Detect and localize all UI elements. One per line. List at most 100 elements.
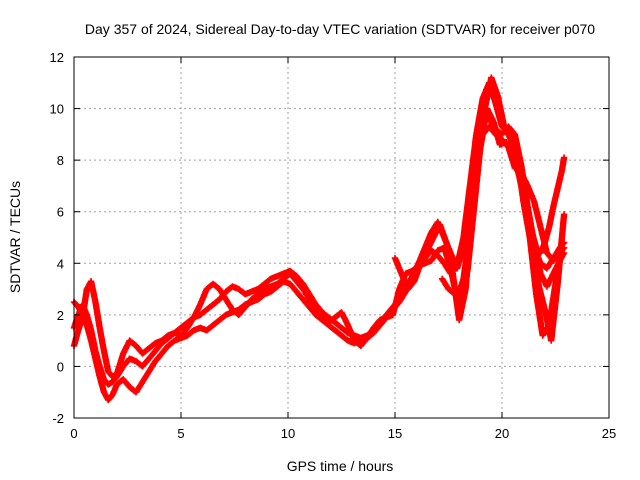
data-point [147, 357, 151, 360]
data-point [224, 290, 228, 293]
data-point [269, 285, 273, 288]
data-point [134, 391, 138, 394]
series-markers [70, 123, 568, 380]
data-point [147, 347, 151, 350]
data-point [231, 285, 234, 288]
data-point [391, 313, 395, 317]
series-5 [511, 154, 568, 257]
data-point [410, 269, 414, 273]
data-point [547, 225, 551, 229]
data-point [98, 365, 101, 368]
data-point [115, 372, 119, 376]
data-point [378, 318, 382, 322]
data-point [102, 391, 106, 394]
data-point [511, 153, 514, 157]
data-point [107, 383, 110, 386]
data-point [85, 313, 89, 317]
data-point [224, 298, 228, 301]
data-point [552, 205, 555, 208]
data-point [443, 262, 446, 265]
data-point [556, 282, 559, 286]
data-point [413, 280, 416, 283]
data-point [288, 282, 292, 286]
data-point [205, 308, 208, 311]
data-point [314, 308, 318, 311]
data-point [485, 107, 489, 110]
data-point [447, 287, 450, 291]
data-point [466, 267, 469, 270]
data-point [154, 360, 157, 363]
data-point [398, 287, 401, 291]
y-tick-label: 10 [50, 102, 64, 117]
chart-title: Day 357 of 2024, Sidereal Day-to-day VTE… [85, 21, 595, 37]
data-point [186, 326, 189, 329]
data-point [333, 321, 337, 324]
data-point [111, 393, 114, 396]
data-point [295, 280, 298, 283]
data-point [122, 378, 125, 381]
data-point [522, 195, 525, 198]
data-point [192, 316, 196, 319]
data-point [211, 282, 215, 286]
x-tick-label: 25 [602, 426, 616, 441]
data-point [250, 290, 253, 293]
data-point [545, 251, 549, 255]
data-point [472, 205, 476, 208]
data-point [263, 293, 266, 296]
data-point [530, 231, 534, 234]
data-point [545, 285, 549, 288]
data-point [327, 321, 330, 324]
data-point [438, 223, 442, 226]
data-point [192, 329, 196, 332]
x-axis-label: GPS time / hours [287, 458, 394, 474]
data-point [543, 241, 546, 244]
data-point [321, 316, 324, 319]
data-point [530, 249, 534, 252]
data-point [562, 213, 566, 216]
data-point [430, 259, 433, 262]
data-point [301, 287, 305, 291]
data-point [479, 143, 482, 146]
data-point [545, 267, 549, 270]
data-point [436, 220, 439, 224]
data-point [276, 282, 279, 286]
data-point [94, 349, 97, 353]
data-point [502, 125, 506, 128]
data-point [393, 256, 397, 260]
data-point [179, 326, 183, 329]
data-point [556, 187, 559, 190]
data-point [77, 329, 80, 332]
y-tick-label: 12 [50, 50, 64, 65]
data-point [562, 156, 566, 159]
data-point [462, 246, 465, 250]
data-point [211, 303, 215, 306]
data-point [256, 287, 260, 291]
data-point [333, 316, 337, 319]
data-point [432, 236, 435, 239]
data-point [327, 316, 330, 319]
data-point [539, 225, 542, 229]
data-point [244, 293, 247, 296]
data-point [509, 133, 512, 136]
data-point [179, 334, 183, 337]
data-point [128, 385, 131, 389]
data-point [333, 329, 337, 332]
data-point [205, 329, 208, 332]
data-point [535, 293, 538, 296]
data-point [224, 313, 228, 317]
data-point [89, 329, 93, 332]
x-tick-label: 15 [388, 426, 402, 441]
data-point [128, 339, 131, 342]
data-point [550, 339, 553, 342]
data-point [166, 344, 170, 347]
data-point [134, 360, 138, 363]
data-point [455, 267, 459, 270]
data-point [218, 298, 221, 301]
data-point [186, 334, 189, 337]
y-tick-label: 4 [57, 256, 64, 271]
data-point [487, 125, 491, 128]
data-point [141, 365, 144, 368]
series-2 [70, 123, 568, 380]
data-point [560, 169, 564, 172]
